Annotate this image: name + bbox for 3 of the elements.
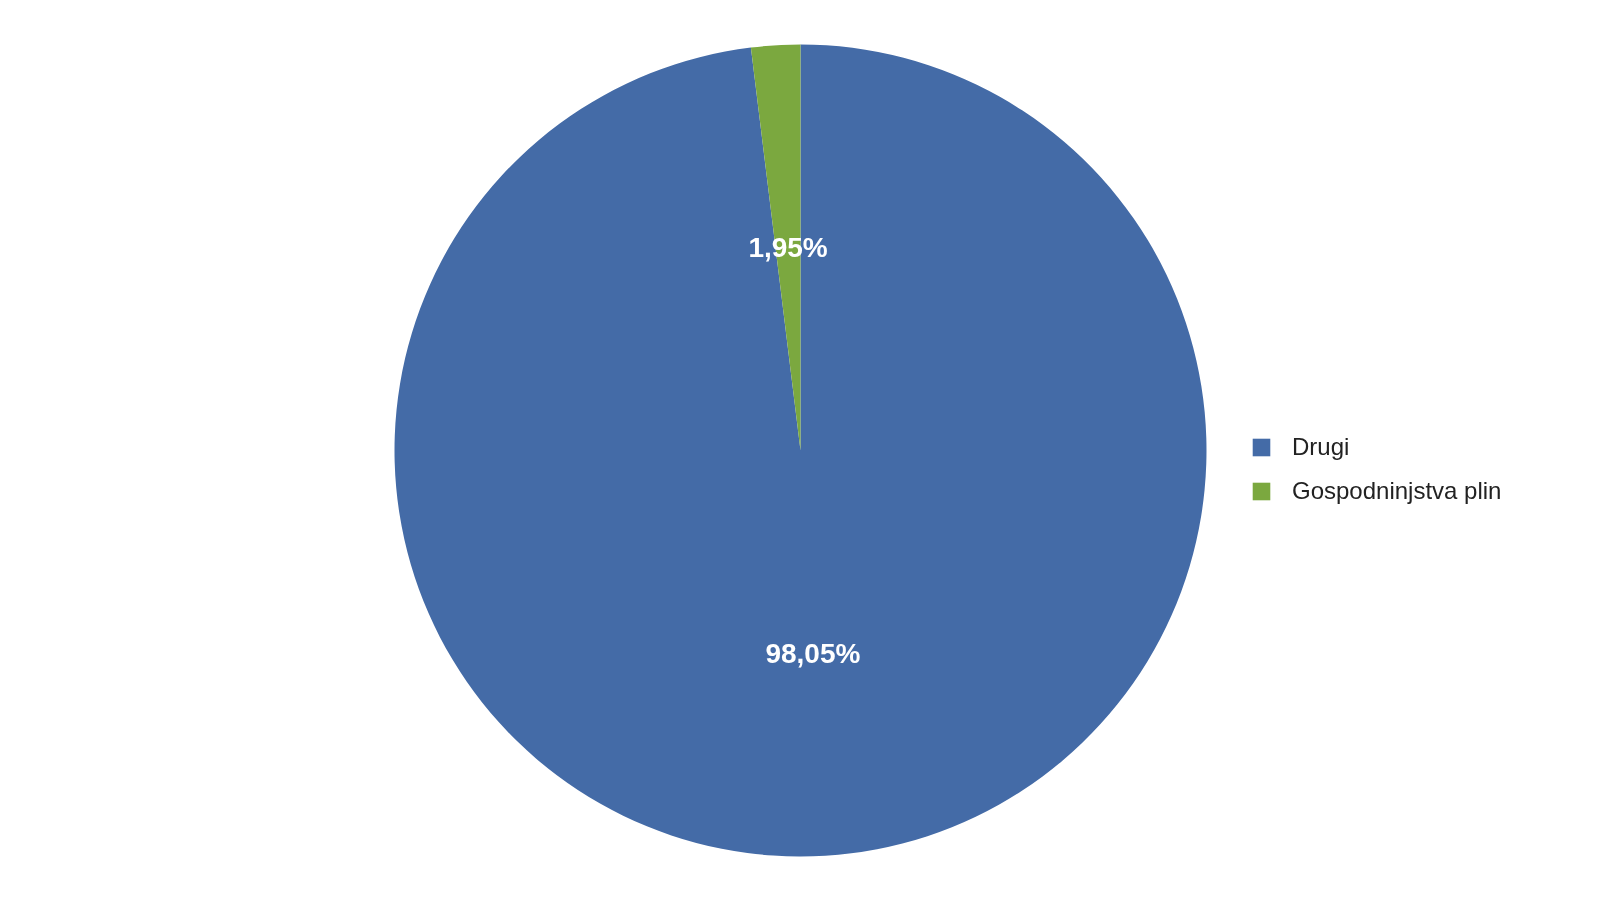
legend-label: Drugi [1292, 433, 1350, 461]
legend-label: Gospodninjstva plin [1292, 477, 1502, 505]
data-label: 98,05% [765, 637, 861, 669]
